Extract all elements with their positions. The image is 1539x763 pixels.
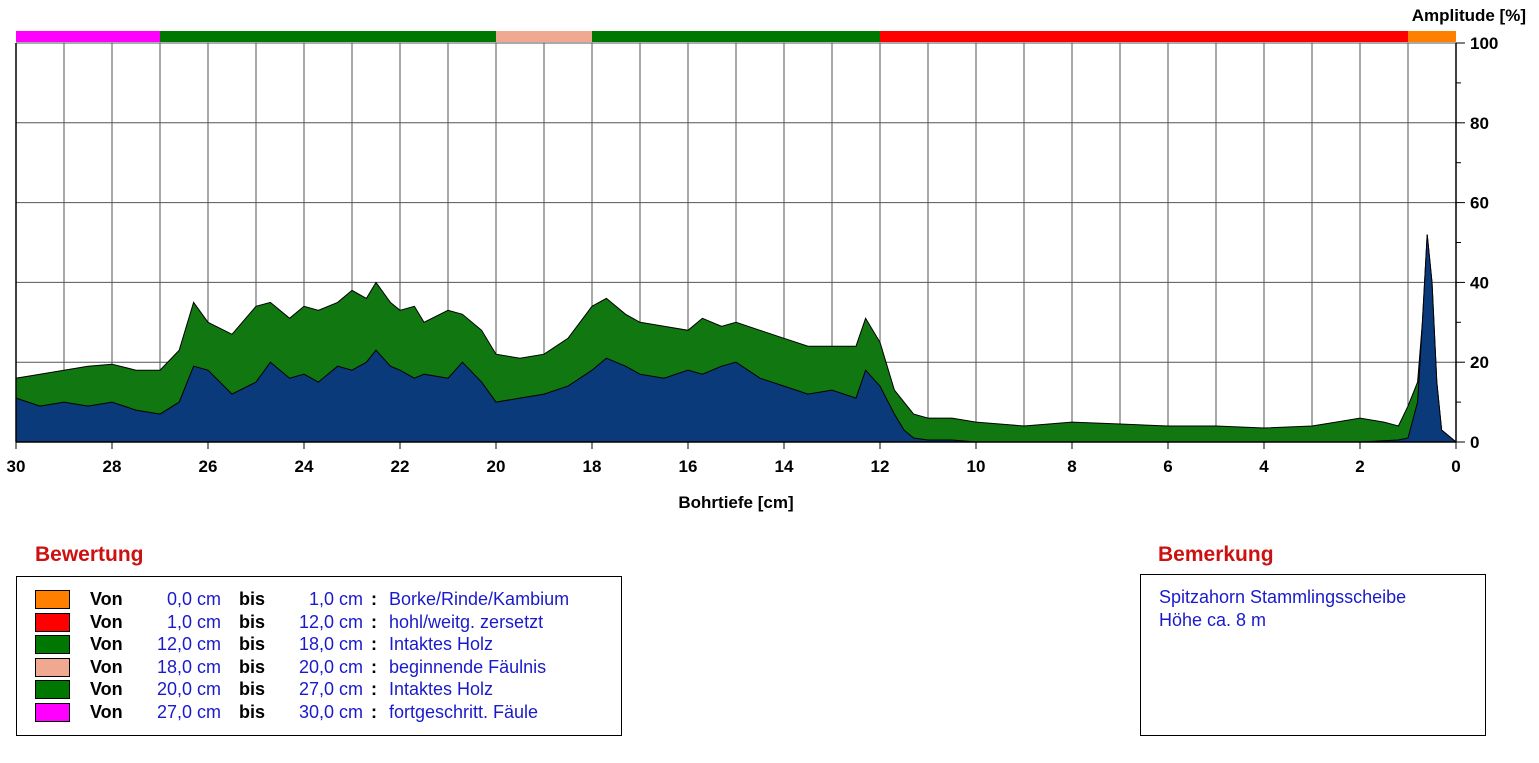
legend-row: Von 20,0 cm bis 27,0 cm: Intaktes Holz — [17, 678, 617, 700]
legend-to: 27,0 cm — [298, 679, 363, 699]
legend-swatch — [35, 702, 70, 722]
rating-segment-1 — [880, 31, 1408, 42]
legend-label: Borke/Rinde/Kambium — [389, 589, 570, 609]
x-tick-label: 0 — [1451, 457, 1460, 476]
legend-sep: : — [371, 679, 377, 699]
legend-von: Von — [90, 589, 123, 609]
legend-from: 1,0 cm — [166, 611, 221, 632]
rating-segment-4 — [160, 31, 496, 42]
legend-from: 12,0 cm — [156, 634, 221, 654]
legend-label: Intaktes Holz — [389, 679, 494, 699]
legend-label: Intaktes Holz — [389, 634, 494, 654]
x-tick-label: 18 — [583, 457, 602, 476]
x-tick-label: 2 — [1355, 457, 1364, 476]
legend-label: beginnende Fäulnis — [389, 656, 547, 677]
x-tick-label: 6 — [1163, 457, 1172, 476]
legend-from: 18,0 cm — [156, 656, 221, 677]
y-tick-label: 0 — [1470, 433, 1479, 452]
x-tick-label: 28 — [103, 457, 122, 476]
y-axis: 0 20 40 60 80 100 — [1456, 34, 1498, 452]
bewertung-legend: Von 0,0 cm bis 1,0 cm: Borke/Rinde/Kambium Vo… — [16, 576, 622, 736]
legend-row: Von 1,0 cm bis 12,0 cm: hohl/weitg. zersetzt — [17, 611, 617, 633]
x-tick-label: 8 — [1067, 457, 1076, 476]
amplitude-chart: 30 28 26 24 22 20 18 16 14 12 10 8 6 4 2 0 020406080100… — [7, 6, 1526, 512]
legend-to: 20,0 cm — [298, 656, 363, 677]
y-tick-label: 20 — [1470, 353, 1489, 372]
x-tick-label: 20 — [487, 457, 506, 476]
legend-sep: : — [371, 656, 377, 677]
legend-von: Von — [90, 634, 123, 654]
y-tick-label: 80 — [1470, 114, 1489, 133]
legend-sep: : — [371, 701, 377, 722]
legend-bis: bis — [239, 679, 266, 699]
x-tick-label: 10 — [967, 457, 986, 476]
rating-segment-0 — [1408, 31, 1456, 42]
legend-swatch — [35, 612, 70, 632]
legend-von: Von — [90, 701, 123, 722]
x-tick-label: 22 — [391, 457, 410, 476]
legend-bis: bis — [239, 589, 266, 609]
legend-von: Von — [90, 679, 123, 699]
y-axis-label: Amplitude [%] — [1412, 6, 1526, 25]
y-tick-label: 40 — [1470, 273, 1489, 292]
legend-from: 27,0 cm — [156, 701, 221, 722]
rating-bar — [16, 31, 1456, 42]
legend-swatch — [35, 657, 70, 677]
x-axis: 30 28 26 24 22 20 18 16 14 12 10 8 6 4 2 0 — [7, 442, 1461, 476]
legend-swatch — [35, 680, 70, 699]
bemerkung-title: Bemerkung — [1158, 543, 1274, 566]
legend-bis: bis — [239, 701, 266, 722]
legend-from: 20,0 cm — [156, 679, 221, 699]
legend-from: 0,0 cm — [166, 589, 221, 609]
bemerkung-box: Spitzahorn Stammlingsscheibe Höhe ca. 8 m — [1140, 574, 1486, 736]
legend-row: Von 12,0 cm bis 18,0 cm: Intaktes Holz — [17, 633, 617, 655]
legend-to: 30,0 cm — [298, 701, 363, 722]
legend-bis: bis — [239, 611, 266, 632]
x-tick-label: 30 — [7, 457, 26, 476]
x-tick-label: 24 — [295, 457, 314, 476]
x-tick-label: 4 — [1259, 457, 1269, 476]
x-axis-label: Bohrtiefe [cm] — [678, 493, 793, 512]
legend-bis: bis — [239, 634, 266, 654]
legend-row: Von 18,0 cm bis 20,0 cm: beginnende Fäulnis — [17, 656, 617, 678]
legend-to: 12,0 cm — [298, 611, 363, 632]
bewertung-title: Bewertung — [35, 543, 144, 566]
legend-to: 1,0 cm — [308, 589, 363, 609]
legend-sep: : — [371, 611, 377, 632]
legend-sep: : — [371, 589, 377, 609]
legend-bis: bis — [239, 656, 266, 677]
x-tick-label: 12 — [871, 457, 890, 476]
legend-sep: : — [371, 634, 377, 654]
x-tick-label: 16 — [679, 457, 698, 476]
remark-line: Höhe ca. 8 m — [1159, 610, 1267, 630]
legend-label: hohl/weitg. zersetzt — [389, 611, 544, 632]
legend-row: Von 0,0 cm bis 1,0 cm: Borke/Rinde/Kambium — [17, 588, 617, 610]
y-tick-label: 60 — [1470, 194, 1489, 213]
rating-segment-2 — [592, 31, 880, 42]
legend-von: Von — [90, 611, 123, 632]
x-tick-label: 26 — [199, 457, 218, 476]
legend-label: fortgeschritt. Fäule — [389, 701, 539, 722]
x-tick-label: 14 — [775, 457, 794, 476]
remark-line: Spitzahorn Stammlingsscheibe — [1159, 587, 1407, 607]
legend-to: 18,0 cm — [298, 634, 363, 654]
legend-von: Von — [90, 656, 123, 677]
rating-segment-5 — [16, 31, 160, 42]
rating-segment-3 — [496, 31, 592, 42]
legend-swatch — [35, 590, 70, 609]
legend-row: Von 27,0 cm bis 30,0 cm: fortgeschritt. Fäul… — [17, 701, 617, 723]
legend-swatch — [35, 635, 70, 654]
y-tick-label: 100 — [1470, 34, 1498, 53]
